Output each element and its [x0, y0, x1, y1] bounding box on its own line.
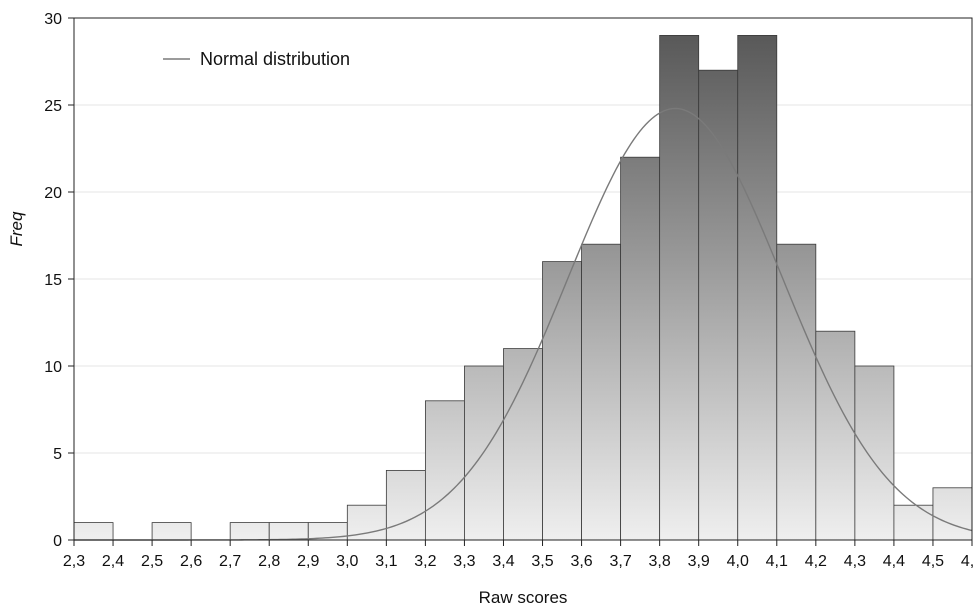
histogram-bar — [698, 69, 739, 541]
x-tick-label: 3,9 — [688, 553, 710, 570]
x-tick-label: 2,7 — [219, 553, 241, 570]
histogram-bar — [73, 522, 114, 541]
x-tick-label: 3,4 — [492, 553, 514, 570]
histogram-bar — [854, 365, 895, 541]
x-tick-label: 3,2 — [414, 553, 436, 570]
histogram-bar — [268, 522, 309, 541]
x-tick-label: 2,4 — [102, 553, 124, 570]
histogram-bar — [737, 35, 778, 541]
x-tick-label: 2,8 — [258, 553, 280, 570]
x-tick-label: 4,2 — [805, 553, 827, 570]
x-tick-label: 4,1 — [766, 553, 788, 570]
y-tick-label: 0 — [53, 533, 62, 550]
legend: Normal distribution — [163, 49, 350, 69]
x-tick-label: 2,3 — [63, 553, 85, 570]
x-tick-label: 2,5 — [141, 553, 163, 570]
x-tick-label: 3,8 — [649, 553, 671, 570]
x-tick-label: 3,7 — [609, 553, 631, 570]
histogram-bar — [385, 469, 426, 541]
histogram-bar — [932, 487, 973, 541]
histogram-bar — [776, 243, 817, 541]
x-tick-label: 4,5 — [922, 553, 944, 570]
y-tick-label: 25 — [44, 98, 62, 115]
x-tick-label: 4,6 — [961, 553, 974, 570]
x-tick-label: 3,6 — [570, 553, 592, 570]
histogram-bar — [893, 504, 934, 541]
x-tick-label: 3,5 — [531, 553, 553, 570]
x-tick-label: 3,0 — [336, 553, 358, 570]
y-tick-label: 15 — [44, 272, 62, 289]
histogram-bar — [151, 522, 192, 541]
histogram-bar — [815, 330, 856, 541]
legend-label: Normal distribution — [200, 49, 350, 69]
x-tick-label: 4,0 — [727, 553, 749, 570]
x-tick-label: 4,3 — [844, 553, 866, 570]
histogram-bar — [659, 35, 700, 541]
histogram-bar — [229, 522, 270, 541]
histogram-bar — [542, 261, 582, 541]
x-axis-title: Raw scores — [479, 588, 568, 607]
y-tick-label: 30 — [44, 11, 62, 28]
y-tick-label: 10 — [44, 359, 62, 376]
histogram-bar — [503, 348, 543, 541]
x-axis-ticks: 2,3 2,4 2,5 2,6 2,7 2,8 2,9 3,0 3,1 3,2 3,3 3,4 3,5 3… — [63, 540, 974, 570]
histogram-bar — [620, 156, 661, 541]
x-tick-label: 2,6 — [180, 553, 202, 570]
x-tick-label: 2,9 — [297, 553, 319, 570]
x-tick-label: 4,4 — [883, 553, 905, 570]
y-axis-ticks: 0 5 10 15 20 25 30 — [44, 11, 74, 550]
x-tick-label: 3,3 — [453, 553, 475, 570]
histogram-bar — [346, 504, 387, 541]
y-tick-label: 5 — [53, 446, 62, 463]
histogram-bar — [424, 400, 465, 541]
histogram-bars — [73, 35, 973, 541]
histogram-bar — [581, 243, 622, 541]
y-axis-title: Freq — [7, 211, 26, 247]
y-tick-label: 20 — [44, 185, 62, 202]
x-tick-label: 3,1 — [375, 553, 397, 570]
